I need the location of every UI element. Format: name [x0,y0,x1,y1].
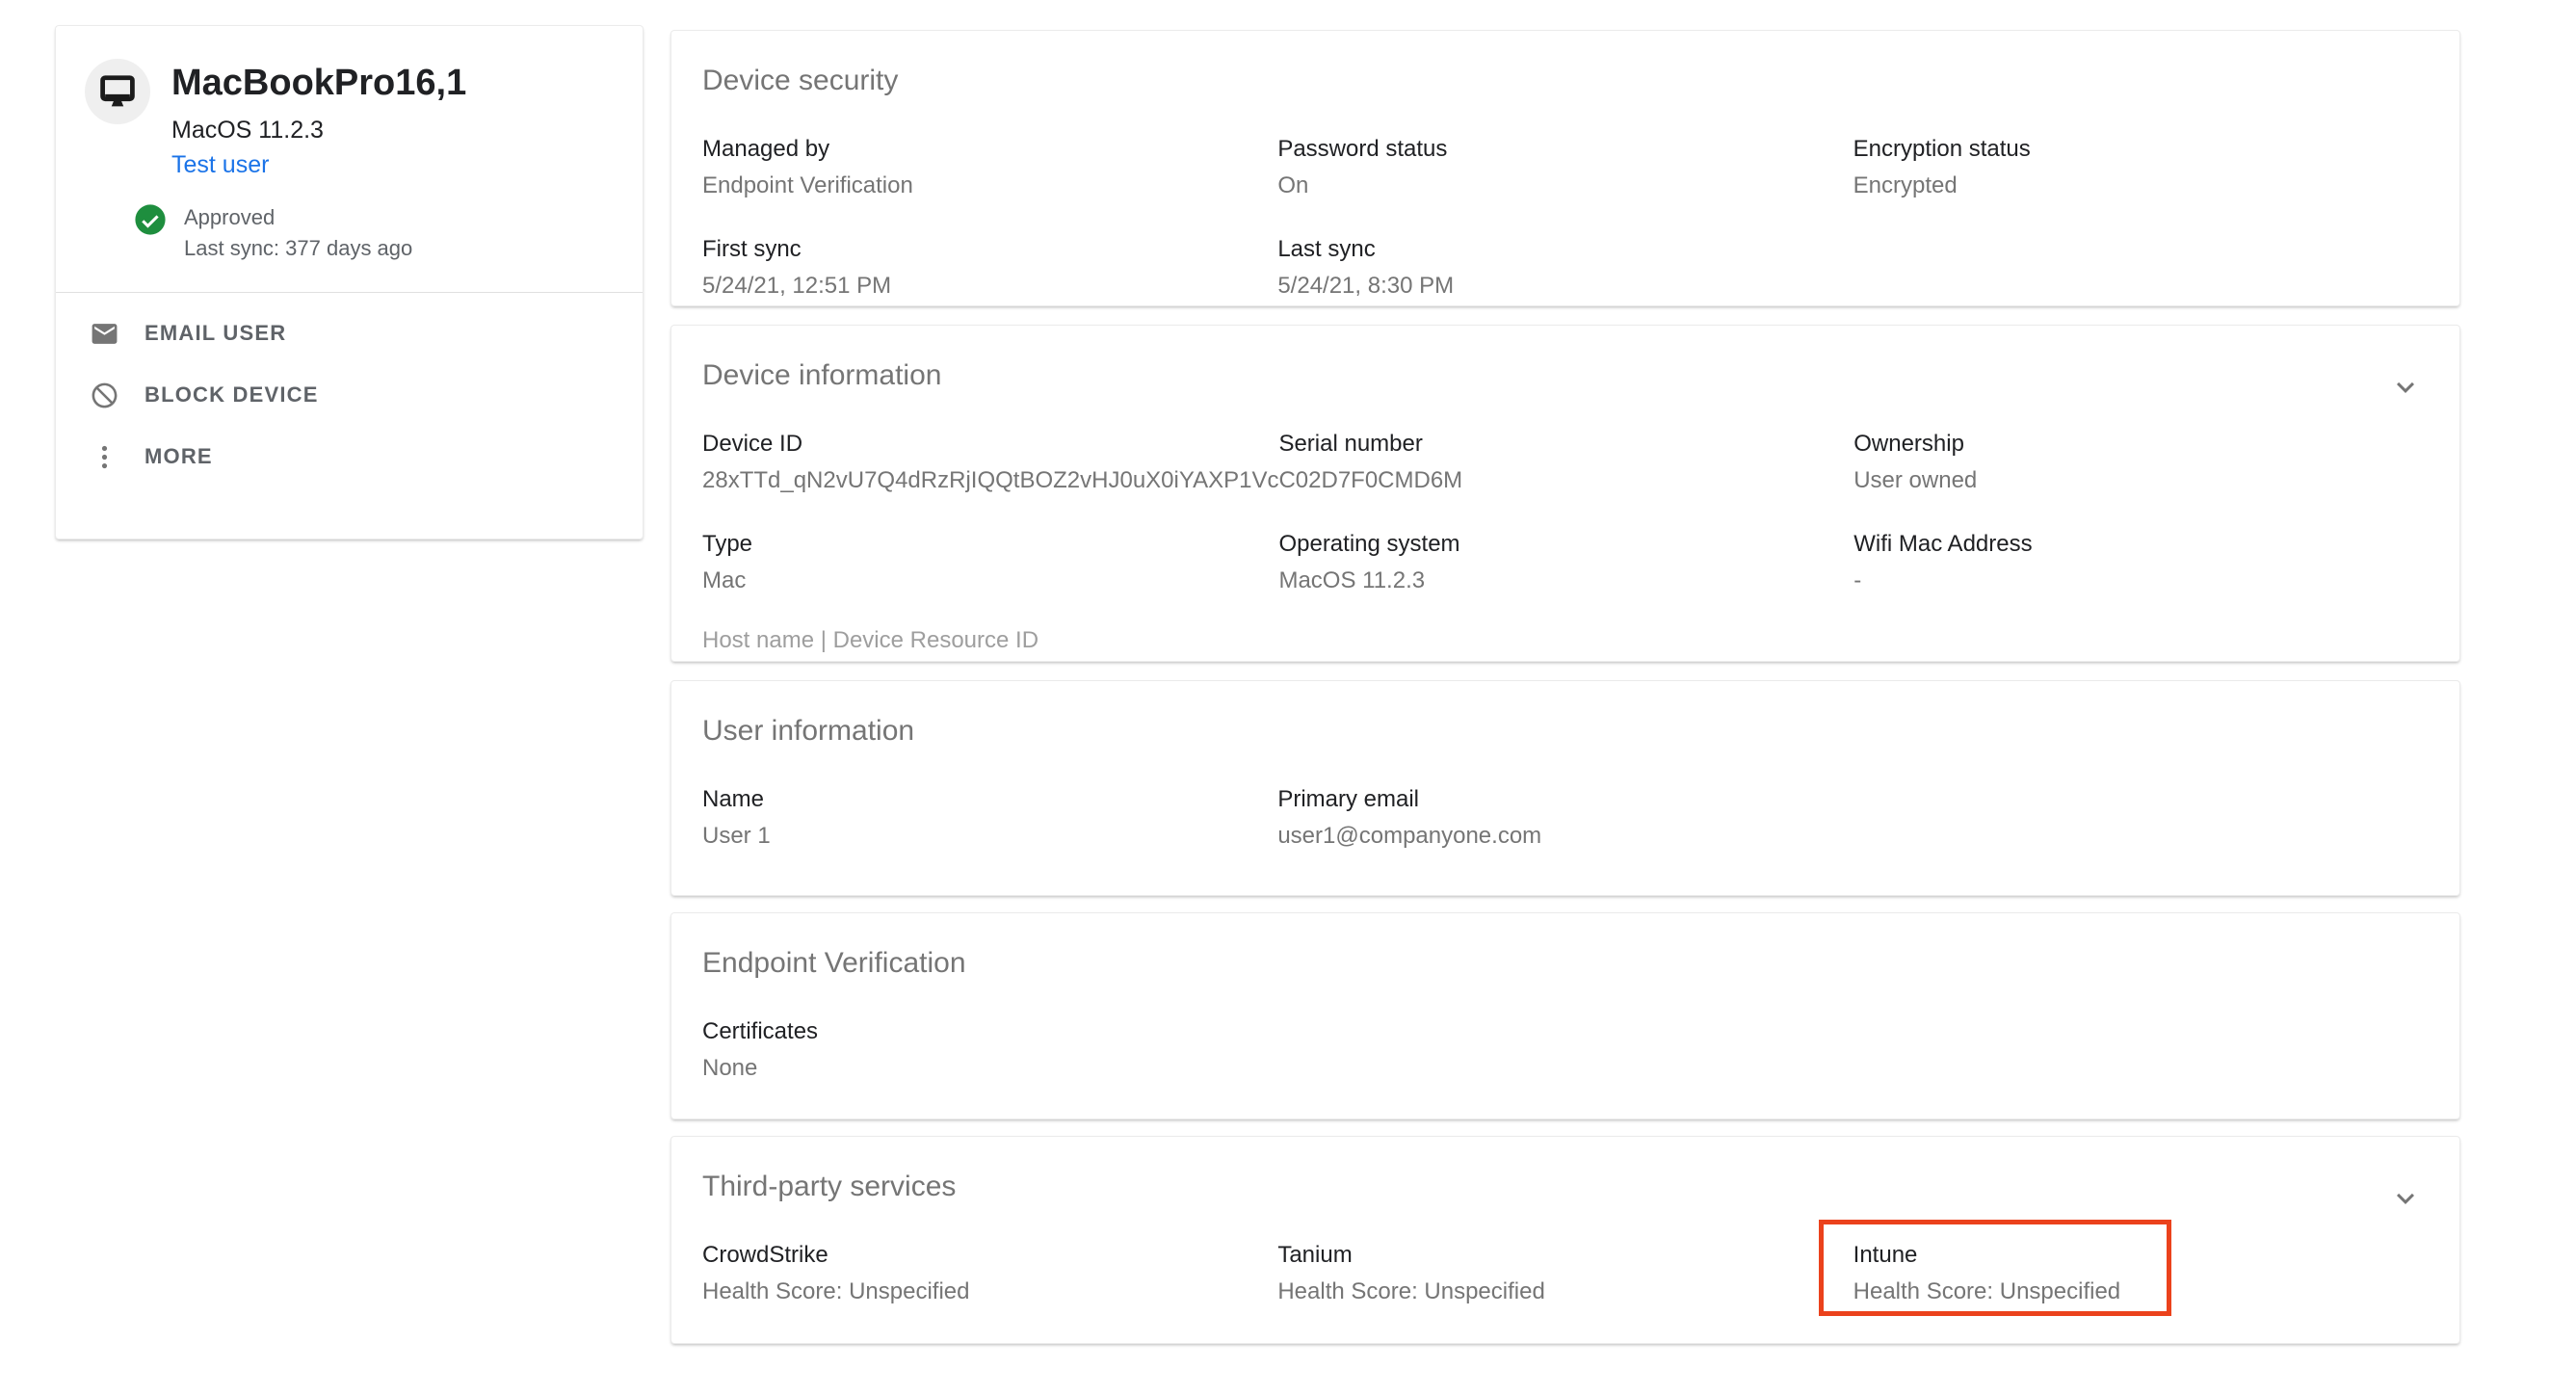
field-label: Intune [1853,1242,1918,1268]
device-information-card: Device information Device ID 28xTTd_qN2v… [670,325,2460,662]
approved-check-icon [135,204,166,235]
chevron-down-icon [2397,1193,2414,1204]
field-label: Last sync [1277,236,1376,262]
field-value: User owned [1853,467,1978,493]
last-sync-field: Last sync 5/24/21, 8:30 PM [1277,235,1853,301]
field-label: Password status [1277,136,1448,162]
field-value: Health Score: Unspecified [1277,1278,1545,1304]
managed-by-field: Managed by Endpoint Verification [702,135,1277,200]
intune-field: Intune Health Score: Unspecified [1818,1220,2429,1316]
more-button[interactable]: MORE [85,426,614,487]
endpoint-verification-card: Endpoint Verification Certificates None [670,912,2460,1119]
device-summary-card: MacBookPro16,1 MacOS 11.2.3 Test user Ap… [55,25,644,540]
field-value: None [702,1055,758,1081]
field-label: Certificates [702,1018,819,1044]
device-head-text: MacBookPro16,1 MacOS 11.2.3 Test user [171,59,466,180]
password-status-field: Password status On [1277,135,1853,200]
operating-system-field: Operating system MacOS 11.2.3 [1278,530,1853,595]
card-title: Third-party services [702,1171,957,1202]
primary-email-field: Primary email user1@companyone.com [1277,785,1853,851]
type-field: Type Mac [702,530,1278,595]
block-icon [92,382,118,408]
field-label: Operating system [1278,531,1460,557]
field-label: Name [702,786,765,812]
device-os: MacOS 11.2.3 [171,117,324,144]
desktop-monitor-icon [100,75,135,107]
chevron-down-icon [2397,382,2414,393]
field-grid: Device ID 28xTTd_qN2vU7Q4dRzRjIQQtBOZ2vH… [702,430,2429,595]
field-label: Tanium [1277,1242,1353,1268]
field-label: Device ID [702,431,803,457]
field-value: Encrypted [1853,172,1958,198]
action-label: BLOCK DEVICE [145,382,319,407]
host-name-device-resource-id-link[interactable]: Host name | Device Resource ID [702,627,1039,653]
field-value: Health Score: Unspecified [702,1278,970,1304]
wifi-mac-address-field: Wifi Mac Address - [1853,530,2429,595]
device-information-collapse-button[interactable] [2386,368,2425,407]
field-value: 5/24/21, 12:51 PM [702,273,892,299]
field-label: Primary email [1277,786,1420,812]
more-vert-icon [101,445,108,468]
device-status: Approved Last sync: 377 days ago [85,203,614,263]
field-grid: CrowdStrike Health Score: Unspecified Ta… [702,1220,2429,1316]
email-icon [92,323,118,344]
field-grid: Certificates None [702,1017,2429,1083]
device-security-card: Device security Managed by Endpoint Veri… [670,30,2460,306]
field-value: User 1 [702,823,771,849]
ownership-field: Ownership User owned [1853,430,2429,495]
device-title: MacBookPro16,1 [171,63,467,103]
field-value: Health Score: Unspecified [1853,1278,2121,1304]
third-party-services-card: Third-party services CrowdStrike Health … [670,1136,2460,1344]
field-label: Ownership [1853,431,1964,457]
third-party-services-collapse-button[interactable] [2386,1179,2425,1218]
field-value: 5/24/21, 8:30 PM [1277,273,1455,299]
certificates-field: Certificates None [702,1017,1277,1083]
field-value: user1@companyone.com [1277,823,1542,849]
field-label: Serial number [1278,431,1423,457]
field-value: Endpoint Verification [702,172,913,198]
action-label: MORE [145,444,213,468]
field-value: On [1277,172,1309,198]
card-title: Device information [702,359,942,391]
field-label: Managed by [702,136,830,162]
device-status-text: Approved [184,205,276,229]
card-title: User information [702,715,915,747]
card-title: Device security [702,65,899,96]
crowdstrike-field: CrowdStrike Health Score: Unspecified [702,1241,1277,1306]
serial-number-field: Serial number C02D7F0CMD6M [1278,430,1853,495]
user-information-card: User information Name User 1 Primary ema… [670,680,2460,896]
card-title: Endpoint Verification [702,947,966,979]
device-id-field: Device ID 28xTTd_qN2vU7Q4dRzRjIQQtBOZ2vH… [702,430,1278,495]
field-value: - [1853,567,1862,593]
encryption-status-field: Encryption status Encrypted [1853,135,2429,200]
field-label: Wifi Mac Address [1853,531,2033,557]
device-avatar [85,59,150,124]
action-label: EMAIL USER [145,321,287,345]
field-grid: Name User 1 Primary email user1@companyo… [702,785,2429,851]
field-value: MacOS 11.2.3 [1278,567,1426,593]
first-sync-field: First sync 5/24/21, 12:51 PM [702,235,1277,301]
device-action-list: EMAIL USER BLOCK DEVICE MORE [85,303,614,487]
divider [56,292,643,293]
device-last-sync-text: Last sync: 377 days ago [184,236,413,260]
device-user-link[interactable]: Test user [171,151,270,178]
field-label: Encryption status [1853,136,2031,162]
field-value: C02D7F0CMD6M [1278,467,1463,493]
email-user-button[interactable]: EMAIL USER [85,303,614,364]
field-value: 28xTTd_qN2vU7Q4dRzRjIQQtBOZ2vHJ0uX0iYAXP… [702,467,1279,493]
block-device-button[interactable]: BLOCK DEVICE [85,364,614,426]
field-value: Mac [702,567,747,593]
device-header: MacBookPro16,1 MacOS 11.2.3 Test user [85,59,614,180]
field-label: CrowdStrike [702,1242,828,1268]
field-label: Type [702,531,753,557]
name-field: Name User 1 [702,785,1277,851]
tanium-field: Tanium Health Score: Unspecified [1277,1241,1853,1306]
field-grid: Managed by Endpoint Verification Passwor… [702,135,2429,301]
field-label: First sync [702,236,802,262]
